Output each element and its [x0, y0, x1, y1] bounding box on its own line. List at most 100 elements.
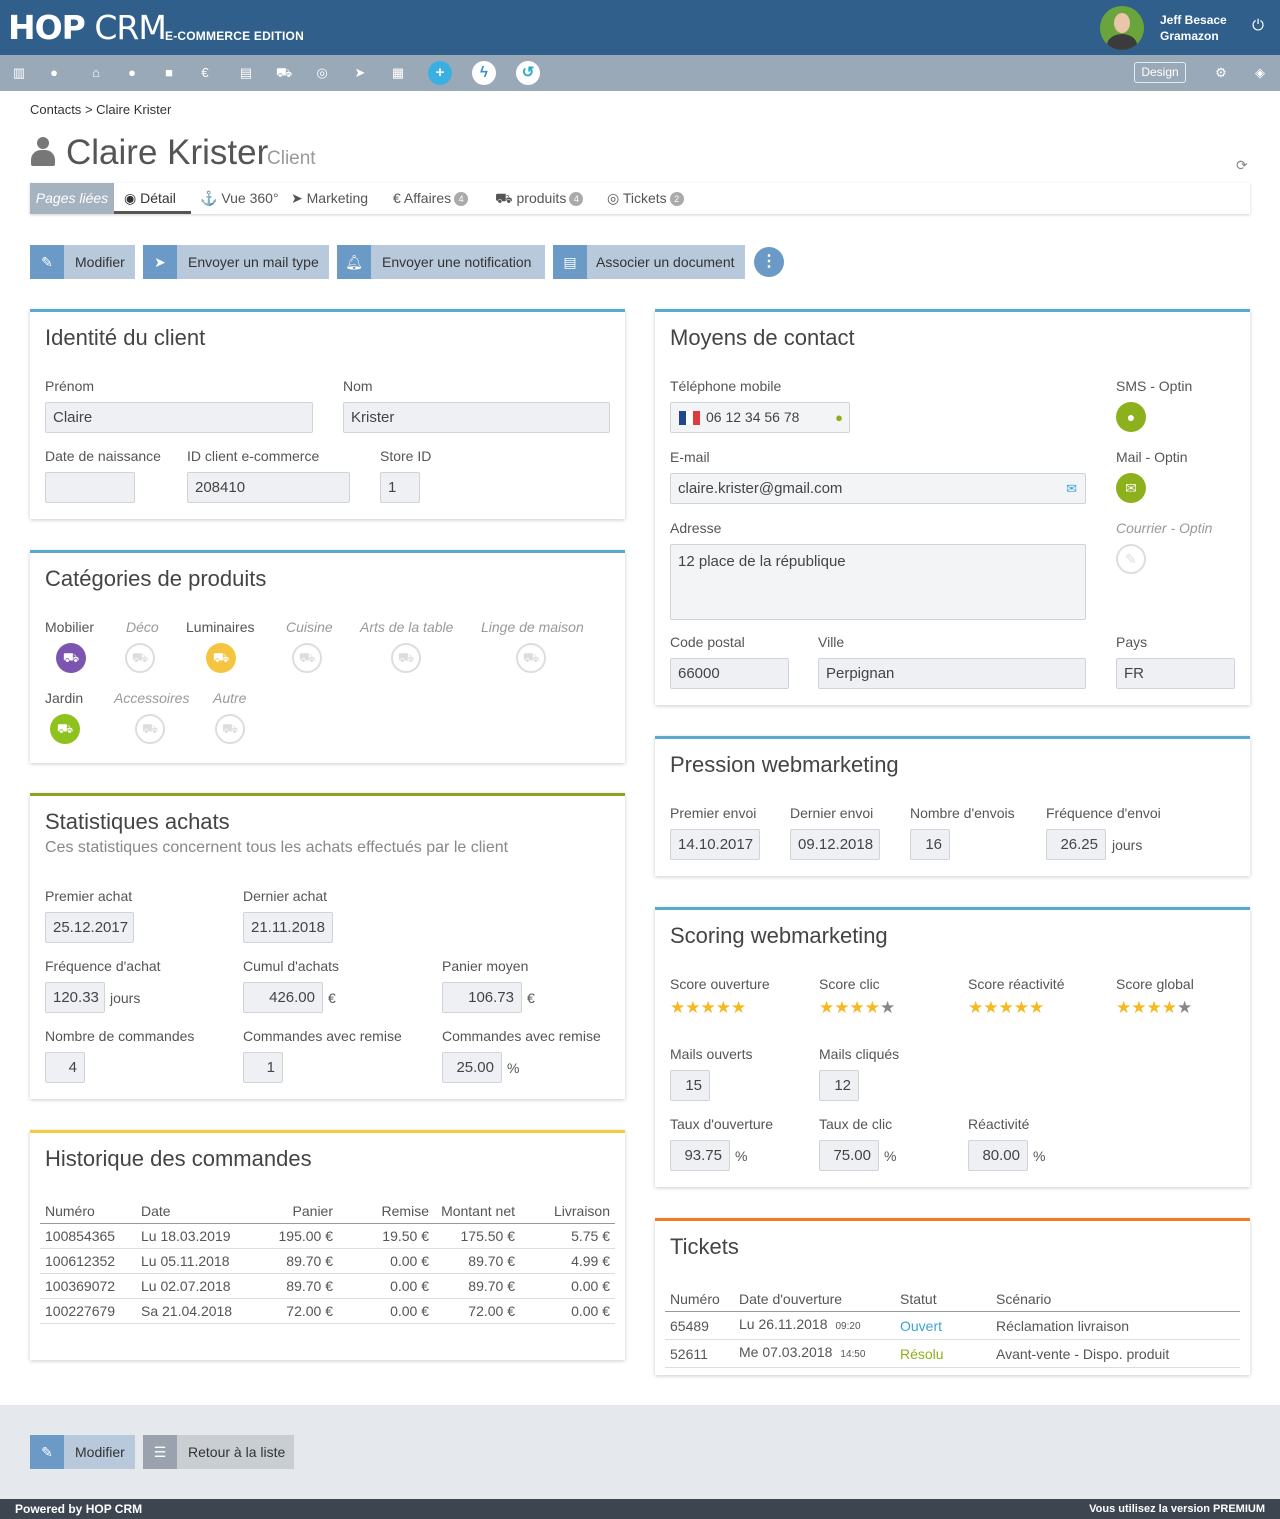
cart-icon[interactable]: ⛟ — [56, 643, 86, 673]
avatar[interactable] — [1100, 6, 1144, 50]
firstname-field[interactable]: Claire — [45, 402, 313, 433]
table-row[interactable]: 52611 Me 07.03.2018 14:50 Résolu Avant-vente… — [665, 1339, 1240, 1368]
cart-icon[interactable]: ⛟ — [135, 714, 165, 744]
send-count-field[interactable]: 16 — [910, 829, 950, 860]
discounted-orders-pct-field[interactable]: 25.00 — [442, 1052, 502, 1083]
chart-icon[interactable]: ▥ — [12, 65, 26, 80]
cart-icon[interactable]: ⛟ — [50, 714, 80, 744]
tab-detail[interactable]: ◉ Détail — [114, 183, 191, 214]
powered-by[interactable]: Powered by HOP CRM — [15, 1502, 143, 1516]
send-notification-button[interactable]: 🔔︎ Envoyer une notification — [337, 245, 545, 279]
tickets-table: Numéro Date d'ouverture Statut Scénario … — [665, 1287, 1240, 1368]
total-purchases-field[interactable]: 426.00 — [243, 982, 323, 1013]
table-row[interactable]: 100612352 Lu 05.11.2018 89.70 €0.00 €89.70… — [40, 1248, 615, 1274]
user-info[interactable]: Jeff Besace Gramazon — [1160, 12, 1227, 44]
design-button[interactable]: Design — [1134, 62, 1186, 83]
attach-document-button[interactable]: ▤ Associer un document — [553, 245, 745, 279]
euro-icon[interactable]: € — [201, 65, 209, 80]
last-send-field[interactable]: 09.12.2018 — [790, 829, 880, 860]
purchase-frequency-field[interactable]: 120.33 — [45, 982, 105, 1013]
open-rate-field[interactable]: 93.75 — [670, 1140, 730, 1171]
star-filled-icon: ★ — [1161, 998, 1177, 1017]
back-to-list-button[interactable]: ☰ Retour à la liste — [143, 1435, 294, 1469]
store-id-field[interactable]: 1 — [380, 472, 420, 503]
table-row[interactable]: 65489 Lu 26.11.2018 09:20 Ouvert Réclamation… — [665, 1311, 1240, 1340]
orders-table: Numéro Date Panier Remise Montant net Li… — [40, 1199, 615, 1324]
send-icon: ➤ — [143, 245, 177, 279]
mail-optin-icon[interactable]: ✉ — [1116, 473, 1146, 503]
tag-icon[interactable]: ◈ — [1255, 65, 1265, 80]
table-row[interactable]: 100854365 Lu 18.03.2019 195.00 €19.50 €175… — [40, 1223, 615, 1249]
birthdate-field[interactable] — [45, 472, 135, 503]
table-row[interactable]: 100227679 Sa 21.04.2018 72.00 €0.00 €72.00… — [40, 1298, 615, 1324]
ticket-scenario-cell: Réclamation livraison — [991, 1311, 1240, 1340]
identity-panel: Identité du client Prénom Claire Nom Kri… — [30, 309, 625, 519]
city-field[interactable]: Perpignan — [818, 658, 1086, 689]
sms-icon[interactable]: ● — [835, 410, 843, 425]
cart-icon[interactable]: ⛟ — [292, 643, 322, 673]
cart-icon[interactable]: ⛟ — [391, 643, 421, 673]
table-row[interactable]: 100369072 Lu 02.07.2018 89.70 €0.00 €89.70… — [40, 1273, 615, 1299]
pencil-icon: ✎ — [30, 1435, 64, 1469]
lightning-icon[interactable]: ϟ — [472, 61, 496, 85]
mails-clicked-field[interactable]: 12 — [819, 1070, 859, 1101]
average-cart-field[interactable]: 106.73 — [442, 982, 522, 1013]
refresh-icon[interactable]: ⟳ — [1236, 157, 1248, 173]
cart-icon[interactable]: ⛟ — [275, 65, 293, 80]
panel-title: Identité du client — [45, 325, 206, 350]
plus-icon[interactable]: + — [428, 61, 452, 85]
send-frequency-field[interactable]: 26.25 — [1046, 829, 1106, 860]
logo[interactable]: HOP CRM — [8, 8, 167, 47]
cart-icon[interactable]: ⛟ — [516, 643, 546, 673]
send-mail-button[interactable]: ➤ Envoyer un mail type — [143, 245, 329, 279]
lastname-field[interactable]: Krister — [343, 402, 610, 433]
power-icon[interactable]: ⏻ — [1252, 17, 1264, 34]
cart-icon[interactable]: ⛟ — [215, 714, 245, 744]
order-date-cell: Sa 21.04.2018 — [136, 1298, 254, 1324]
mails-opened-field[interactable]: 15 — [670, 1070, 710, 1101]
ticket-time: 09:20 — [835, 1321, 861, 1332]
breadcrumb-contacts[interactable]: Contacts — [30, 102, 82, 117]
edit-button[interactable]: ✎ Modifier — [30, 245, 135, 279]
cart-icon[interactable]: ⛟ — [125, 643, 155, 673]
ecommerce-id-field[interactable]: 208410 — [187, 472, 350, 503]
table-header: Numéro Date Panier Remise Montant net Li… — [40, 1199, 615, 1224]
star-filled-icon: ★ — [715, 998, 731, 1017]
reactivity-rate-field[interactable]: 80.00 — [968, 1140, 1028, 1171]
first-purchase-field[interactable]: 25.12.2017 — [45, 912, 134, 943]
bank-icon[interactable]: ⌂ — [92, 65, 100, 80]
envelope-icon[interactable]: ✉ — [1066, 481, 1077, 496]
last-purchase-field[interactable]: 21.11.2018 — [243, 912, 333, 943]
user-icon[interactable]: ● — [50, 65, 58, 80]
more-options-icon[interactable]: ⋮ — [754, 247, 784, 277]
star-filled-icon: ★ — [670, 998, 686, 1017]
tab-affaires[interactable]: € Affaires 4 — [393, 183, 469, 214]
sms-optin-icon[interactable]: ● — [1116, 402, 1146, 432]
tab-vue-360[interactable]: ⚓ Vue 360° — [200, 190, 279, 206]
document-icon[interactable]: ▤ — [239, 65, 253, 80]
order-count-field[interactable]: 4 — [45, 1052, 85, 1083]
zip-code-field[interactable]: 66000 — [670, 658, 789, 689]
click-rate-field[interactable]: 75.00 — [819, 1140, 879, 1171]
tab-tickets[interactable]: ◎ Tickets 2 — [607, 183, 684, 214]
address-field[interactable]: 12 place de la république — [670, 544, 1086, 620]
edit-button[interactable]: ✎ Modifier — [30, 1435, 135, 1469]
email-field[interactable]: claire.krister@gmail.com ✉ — [670, 473, 1086, 504]
lifebuoy-icon[interactable]: ◎ — [316, 65, 328, 80]
history-icon[interactable]: ↺ — [516, 61, 540, 85]
send-icon[interactable]: ➤ — [354, 65, 366, 80]
tab-linked-pages[interactable]: Pages liées — [30, 183, 114, 214]
chat-icon[interactable]: ● — [128, 65, 136, 80]
note-icon[interactable]: ■ — [165, 65, 173, 80]
tab-produits[interactable]: ⛟ produits 4 — [495, 183, 584, 214]
country-field[interactable]: FR — [1116, 658, 1235, 689]
tab-marketing[interactable]: ➤ Marketing — [291, 190, 369, 206]
mobile-phone-field[interactable]: 06 12 34 56 78 ● — [670, 402, 850, 433]
user-name: Jeff Besace — [1160, 13, 1227, 27]
courrier-optin-icon[interactable]: ✎ — [1116, 544, 1146, 574]
discounted-orders-field[interactable]: 1 — [243, 1052, 283, 1083]
first-send-field[interactable]: 14.10.2017 — [670, 829, 760, 860]
gear-icon[interactable]: ⚙ — [1215, 65, 1227, 80]
cart-icon[interactable]: ⛟ — [206, 643, 236, 673]
calendar-icon[interactable]: ▦ — [391, 65, 405, 80]
